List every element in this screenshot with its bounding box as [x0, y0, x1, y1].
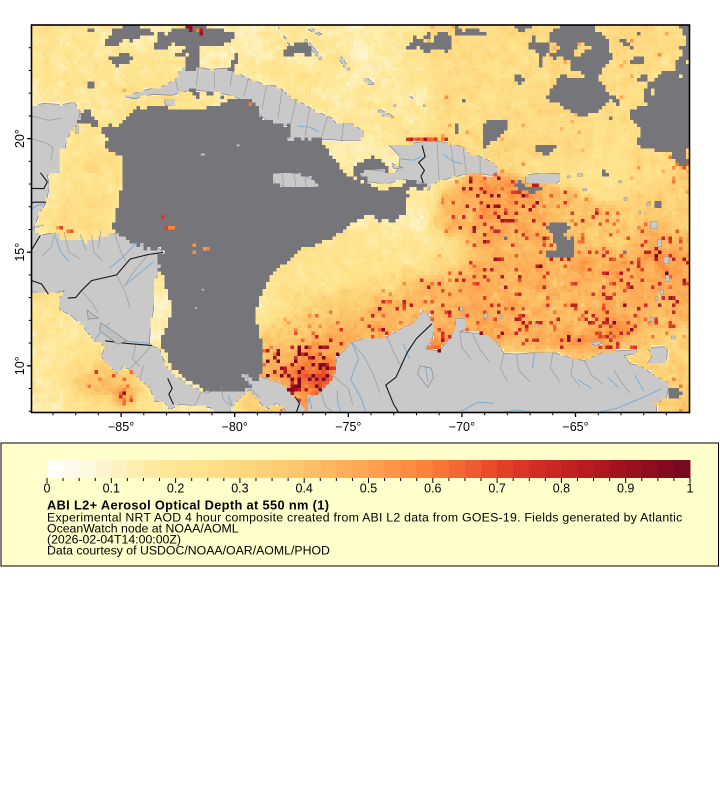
- svg-text:−65°: −65°: [562, 420, 588, 434]
- svg-text:−80°: −80°: [222, 420, 248, 434]
- svg-text:0.3: 0.3: [231, 482, 248, 496]
- svg-text:Data courtesy of USDOC/NOAA/OA: Data courtesy of USDOC/NOAA/OAR/AOML/PHO…: [47, 544, 330, 558]
- svg-text:0.7: 0.7: [488, 482, 505, 496]
- svg-text:−75°: −75°: [335, 420, 361, 434]
- svg-text:−70°: −70°: [449, 420, 475, 434]
- svg-text:0.8: 0.8: [553, 482, 570, 496]
- svg-text:0.6: 0.6: [424, 482, 441, 496]
- svg-text:0.9: 0.9: [617, 482, 634, 496]
- svg-text:1: 1: [687, 482, 694, 496]
- svg-text:15°: 15°: [13, 243, 27, 262]
- svg-text:−85°: −85°: [108, 420, 134, 434]
- svg-text:0.1: 0.1: [103, 482, 120, 496]
- svg-text:OceanWatch node at NOAA/AOML: OceanWatch node at NOAA/AOML: [47, 522, 239, 536]
- svg-text:10°: 10°: [13, 356, 27, 375]
- svg-text:ABI L2+ Aerosol Optical Depth: ABI L2+ Aerosol Optical Depth at 550 nm …: [47, 498, 329, 513]
- svg-text:(2026-02-04T14:00:00Z): (2026-02-04T14:00:00Z): [47, 533, 181, 547]
- svg-text:0.4: 0.4: [296, 482, 313, 496]
- svg-text:Experimental NRT AOD 4 hour co: Experimental NRT AOD 4 hour composite cr…: [47, 511, 682, 525]
- svg-text:0.2: 0.2: [167, 482, 184, 496]
- svg-text:0.5: 0.5: [360, 482, 377, 496]
- svg-text:0: 0: [44, 482, 51, 496]
- svg-text:20°: 20°: [13, 129, 27, 148]
